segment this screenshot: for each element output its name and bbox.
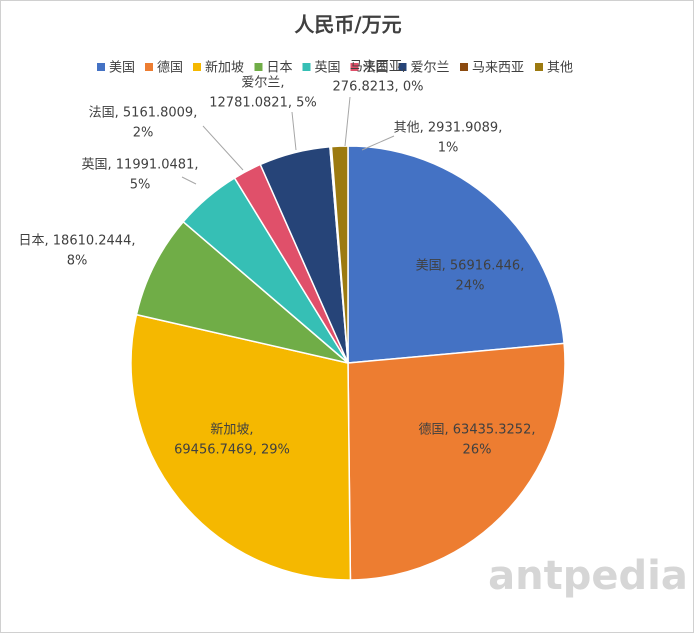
leader-line (291, 111, 297, 151)
legend-label: 美国 (109, 61, 135, 76)
data-label: 69456.7469, 29% (174, 443, 290, 458)
legend-swatch (350, 63, 359, 71)
leader-line (344, 96, 351, 147)
data-label: 8% (67, 254, 88, 269)
data-label: 1% (438, 141, 459, 156)
data-label: 24% (456, 279, 485, 294)
legend-swatch (460, 63, 468, 71)
data-label: 日本, 18610.2444, (19, 234, 136, 249)
leader-line (361, 135, 395, 151)
pie-slice (347, 342, 566, 581)
chart-title: 人民币/万元 (294, 13, 401, 37)
legend-swatch (535, 63, 543, 71)
legend-swatch (254, 63, 263, 71)
pie-slice (135, 220, 349, 364)
data-label: 爱尔兰, (241, 76, 284, 91)
legend-swatch (145, 63, 153, 71)
legend-label: 德国 (157, 61, 183, 76)
data-label: 马来西亚, (350, 60, 406, 75)
legend-swatch (97, 63, 105, 71)
legend-swatch (398, 63, 407, 71)
data-label: 5% (130, 178, 151, 193)
legend-label: 新加坡 (205, 60, 244, 76)
data-label: 美国, 56916.446, (416, 259, 525, 274)
legend-label: 爱尔兰 (411, 61, 450, 76)
pie-slice (330, 145, 349, 364)
legend-label: 法国 (363, 61, 389, 76)
leader-line (181, 176, 197, 185)
legend-swatch (193, 63, 201, 71)
data-label: 276.8213, 0% (333, 80, 424, 95)
data-label: 德国, 63435.3252, (419, 423, 536, 438)
data-label: 新加坡, (210, 422, 253, 438)
data-label: 英国, 11991.0481, (82, 158, 199, 173)
data-label: 法国, 5161.8009, (89, 106, 198, 121)
legend-label: 马来西亚 (472, 61, 524, 76)
data-label: 其他, 2931.9089, (394, 121, 503, 136)
pie-slice (347, 145, 565, 364)
legend-label: 日本 (267, 61, 293, 76)
watermark: antpedia (488, 553, 688, 599)
legend-label: 英国 (315, 61, 341, 76)
legend-label: 其他 (547, 61, 573, 76)
pie-slice (130, 313, 352, 581)
data-label: 2% (133, 126, 154, 141)
legend-swatch (302, 63, 311, 71)
data-label: 26% (463, 443, 492, 458)
leader-line (202, 125, 244, 171)
data-label: 12781.0821, 5% (209, 96, 316, 111)
